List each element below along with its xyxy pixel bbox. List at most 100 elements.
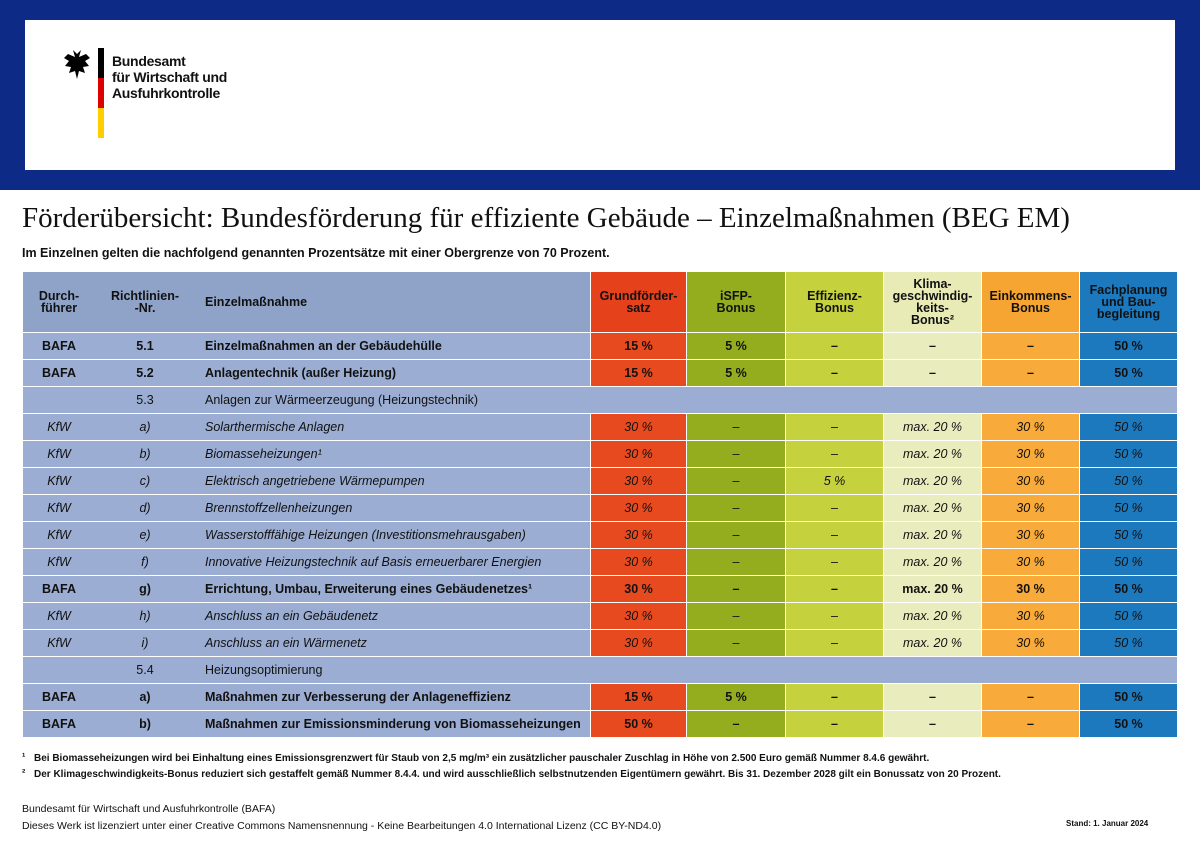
rate: –	[981, 359, 1079, 386]
rate: 30 %	[590, 629, 686, 656]
rate: 50 %	[1079, 710, 1177, 737]
row-label: BAFA	[23, 683, 95, 710]
rate: 50 %	[1079, 359, 1177, 386]
rate: max. 20 %	[883, 413, 981, 440]
header-panel	[25, 20, 1175, 170]
measure: Elektrisch angetriebene Wärmepumpen	[195, 467, 590, 494]
rate: 30 %	[590, 548, 686, 575]
rate: 30 %	[590, 575, 686, 602]
row-label: KfW	[23, 548, 95, 575]
rate: –	[686, 440, 785, 467]
rate: –	[686, 548, 785, 575]
row-label: KfW	[23, 413, 95, 440]
rate: –	[883, 359, 981, 386]
row-label: BAFA	[23, 359, 95, 386]
rate: 50 %	[1079, 683, 1177, 710]
rate: –	[686, 575, 785, 602]
rate: 30 %	[981, 467, 1079, 494]
rate: –	[686, 602, 785, 629]
rate: –	[785, 602, 883, 629]
rate: 50 %	[1079, 332, 1177, 359]
section-number: 5.4	[136, 662, 154, 677]
measure: Wasserstofffähige Heizungen (Investition…	[195, 521, 590, 548]
rate: 30 %	[590, 440, 686, 467]
rate: max. 20 %	[883, 467, 981, 494]
rate: 50 %	[1079, 413, 1177, 440]
measure: Anschluss an ein Wärmenetz	[195, 629, 590, 656]
rate: 15 %	[590, 332, 686, 359]
org-name: für Wirtschaft und	[112, 69, 228, 85]
row-label: KfW	[23, 602, 95, 629]
logo	[64, 48, 104, 138]
section-row	[23, 656, 1177, 683]
column-header: Effizienz- Bonus	[785, 272, 883, 332]
row-label: 5.2	[95, 359, 195, 386]
section-row	[23, 386, 1177, 413]
row-label: g)	[95, 575, 195, 602]
measure: Solarthermische Anlagen	[195, 413, 590, 440]
rate: –	[785, 548, 883, 575]
rate: 30 %	[590, 602, 686, 629]
row-label: e)	[95, 521, 195, 548]
rate: max. 20 %	[883, 602, 981, 629]
row-label: KfW	[23, 467, 95, 494]
rate: –	[883, 710, 981, 737]
rate: –	[785, 683, 883, 710]
rate: –	[883, 332, 981, 359]
column-header: Einkommens- Bonus	[981, 272, 1079, 332]
measure: Brennstoffzellenheizungen	[195, 494, 590, 521]
rate: –	[686, 467, 785, 494]
measure: Biomasseheizungen¹	[195, 440, 590, 467]
column-header: Grundförder- satz	[590, 272, 686, 332]
rate: max. 20 %	[883, 575, 981, 602]
rate: –	[785, 494, 883, 521]
rate: 30 %	[981, 413, 1079, 440]
rate: 5 %	[785, 467, 883, 494]
rate: –	[883, 683, 981, 710]
rate: max. 20 %	[883, 629, 981, 656]
rate: 30 %	[981, 629, 1079, 656]
row-label: KfW	[23, 440, 95, 467]
column-header: Durch- führer	[23, 272, 95, 332]
rate: 30 %	[981, 494, 1079, 521]
footnote-mark: ¹	[22, 752, 26, 763]
rate: –	[981, 710, 1079, 737]
row-label: 5.1	[95, 332, 195, 359]
rate: 30 %	[981, 521, 1079, 548]
row-label: KfW	[23, 629, 95, 656]
rate: 50 %	[590, 710, 686, 737]
rate: –	[686, 413, 785, 440]
title: Förderübersicht: Bundesförderung für eff…	[22, 202, 1070, 234]
rate: 50 %	[1079, 629, 1177, 656]
rate: max. 20 %	[883, 548, 981, 575]
footnote: Bei Biomasseheizungen wird bei Einhaltun…	[34, 753, 930, 764]
rate: 50 %	[1079, 602, 1177, 629]
org-name: Ausfuhrkontrolle	[112, 85, 220, 101]
rate: 30 %	[590, 494, 686, 521]
rate: 50 %	[1079, 494, 1177, 521]
rate: max. 20 %	[883, 494, 981, 521]
footer-org: Bundesamt für Wirtschaft und Ausfuhrkont…	[22, 803, 276, 815]
rate: 5 %	[686, 359, 785, 386]
rate: 5 %	[686, 332, 785, 359]
row-label: d)	[95, 494, 195, 521]
rate: 50 %	[1079, 548, 1177, 575]
rate: 30 %	[981, 575, 1079, 602]
rate: 5 %	[686, 683, 785, 710]
row-label: i)	[95, 629, 195, 656]
section-number: 5.3	[136, 392, 154, 407]
rate: 15 %	[590, 683, 686, 710]
footer-date: Stand: 1. Januar 2024	[1066, 819, 1149, 828]
row-label: f)	[95, 548, 195, 575]
rate: –	[785, 413, 883, 440]
rate: 50 %	[1079, 440, 1177, 467]
rate: max. 20 %	[883, 521, 981, 548]
column-header: Fachplanung und Bau- begleitung	[1079, 272, 1177, 332]
rate: 30 %	[590, 413, 686, 440]
row-label: b)	[95, 440, 195, 467]
measure: Anschluss an ein Gebäudenetz	[195, 602, 590, 629]
rate: 30 %	[590, 521, 686, 548]
rate: 50 %	[1079, 575, 1177, 602]
rate: –	[686, 629, 785, 656]
